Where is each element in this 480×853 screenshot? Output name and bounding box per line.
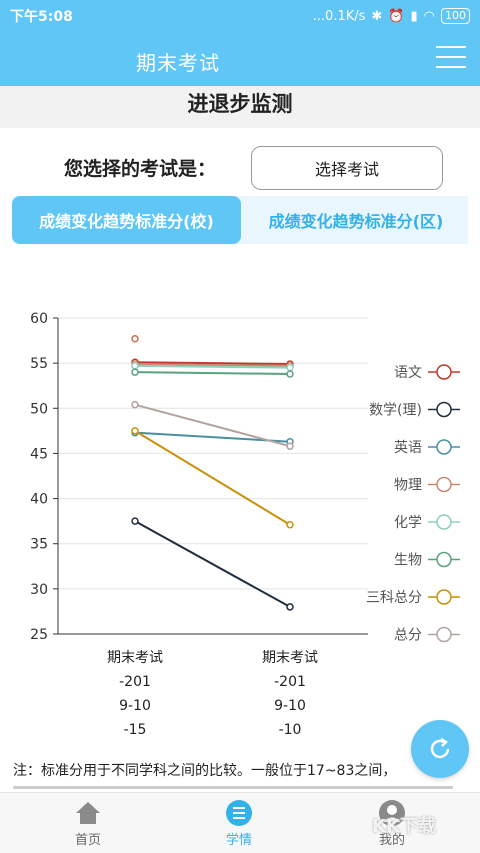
nav-study[interactable]: 学情 (179, 793, 299, 853)
legend-label: 英语 (394, 439, 422, 456)
series-line (134, 363, 291, 367)
bluetooth-icon: ✱ (371, 8, 383, 24)
data-point (131, 427, 139, 435)
y-tick-label: 30 (30, 582, 48, 598)
series-line (134, 371, 291, 375)
series-line (134, 364, 291, 369)
nav-home-label: 首页 (74, 833, 101, 848)
menu-icon[interactable] (436, 46, 466, 70)
status-bar: 下午5:08 ...0.1K/s ✱ ⏰ ▮ ◠ 100 (0, 0, 480, 32)
status-indicators: ...0.1K/s ✱ ⏰ ▮ ◠ 100 (313, 8, 470, 24)
data-point (286, 603, 294, 611)
data-point (131, 400, 139, 409)
status-time: 下午5:08 (10, 9, 73, 25)
data-point (131, 368, 139, 376)
y-tick-label: 35 (30, 537, 48, 553)
legend-label: 数学(理) (369, 403, 422, 419)
note-continuation (13, 782, 468, 792)
y-tick-label: 40 (30, 492, 48, 508)
tab-school-trend[interactable]: 成绩变化趋势标准分(校) (12, 196, 241, 244)
data-point (131, 335, 139, 343)
y-tick-label: 25 (30, 627, 48, 643)
legend-swatch (436, 514, 452, 530)
watermark: KK下载 (372, 816, 436, 837)
tab-district-trend[interactable]: 成绩变化趋势标准分(区) (268, 212, 444, 231)
refresh-icon (430, 737, 450, 759)
nav-mine-label: 我的 (378, 833, 405, 848)
series-line (134, 361, 291, 366)
section-band (0, 86, 480, 128)
legend-label: 生物 (394, 553, 422, 569)
legend-swatch (436, 589, 452, 605)
alarm-icon: ⏰ (388, 8, 405, 24)
data-point (131, 362, 139, 370)
legend-label: 物理 (394, 478, 422, 494)
x-tick-label: 9-10 (274, 698, 306, 714)
legend-label: 化学 (394, 515, 422, 531)
data-point (286, 442, 294, 450)
select-exam-button[interactable]: 选择考试 (251, 146, 443, 190)
legend-label: 总分 (394, 628, 422, 644)
page-title: 期末考试 (136, 51, 220, 75)
exam-select-label: 您选择的考试是： (64, 158, 217, 180)
section-title: 进退步监测 (187, 92, 293, 116)
x-tick-label: -15 (124, 722, 147, 738)
nav-home[interactable]: 首页 (28, 793, 148, 853)
home-icon (73, 799, 103, 827)
bottom-nav: 首页 学情 我的 (0, 792, 480, 853)
x-tick-label: 9-10 (119, 698, 151, 714)
y-tick-label: 45 (30, 446, 48, 462)
nav-study-label: 学情 (225, 833, 252, 848)
y-tick-label: 50 (30, 401, 48, 417)
legend-swatch (436, 626, 452, 643)
x-tick-label: 期末考试 (107, 650, 163, 666)
app-header: 期末考试 (0, 32, 480, 86)
legend-swatch (436, 401, 452, 418)
series-line (134, 520, 291, 608)
wifi-icon: ◠ (423, 8, 435, 24)
profile-icon (377, 799, 407, 827)
x-tick-label: -201 (274, 674, 306, 690)
legend-swatch (436, 476, 452, 493)
data-point (131, 517, 139, 525)
x-tick-label: -10 (279, 722, 302, 738)
series-line (134, 430, 291, 526)
study-list-icon (224, 799, 254, 827)
x-tick-label: 期末考试 (262, 650, 318, 666)
legend-label: 三科总分 (366, 590, 422, 606)
trend-chart: 60 55 50 45 40 35 30 25 期末考试 -201 9-10 -15 期末考试 -201 9… (30, 311, 460, 738)
battery-icon: 100 (441, 8, 470, 24)
y-tick-label: 55 (30, 356, 48, 372)
y-tick-label: 60 (30, 311, 48, 327)
x-tick-label: -201 (119, 674, 151, 690)
legend-swatch (436, 364, 452, 380)
series-line (134, 403, 291, 448)
signal-icon: ▮ (410, 8, 418, 24)
legend-swatch (436, 551, 452, 568)
network-speed: ...0.1K/s (312, 8, 366, 24)
legend-label: 语文 (394, 365, 422, 381)
data-point (286, 370, 294, 378)
data-point (286, 521, 294, 529)
data-point (286, 363, 294, 372)
legend-swatch (436, 439, 452, 455)
nav-mine[interactable]: 我的 (332, 793, 452, 853)
refresh-button[interactable] (411, 720, 469, 778)
note-text: 注：标准分用于不同学科之间的比较。一般位于17~83之间， (13, 763, 397, 779)
